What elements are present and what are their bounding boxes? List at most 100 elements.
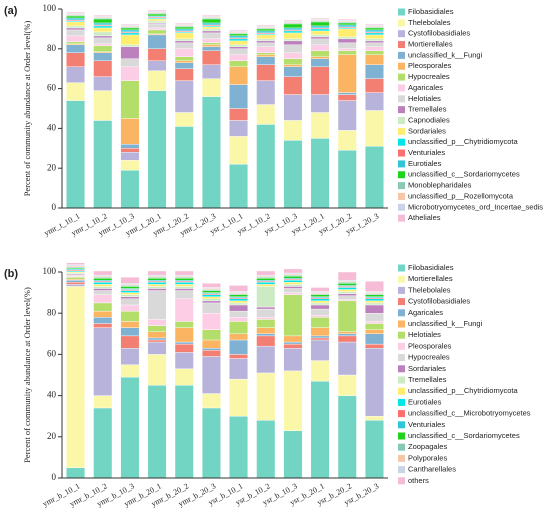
legend-swatch	[398, 331, 405, 339]
legend-swatch	[398, 387, 405, 395]
legend-label: Mortierellales	[408, 40, 453, 49]
bar-segment	[93, 27, 113, 33]
bar-segment	[310, 335, 330, 339]
bar-segment	[229, 38, 249, 42]
bar-segment	[337, 94, 357, 101]
bar-segment	[93, 327, 113, 396]
bar-segment	[337, 341, 357, 376]
bar-segment	[120, 304, 140, 312]
bar-segment	[147, 385, 167, 479]
bar-segment	[147, 18, 167, 22]
bar-segment	[201, 14, 221, 17]
bar-segment	[229, 333, 249, 341]
bar-segment	[310, 317, 330, 328]
bar-segment	[256, 64, 276, 81]
bar-segment	[120, 310, 140, 322]
bar-segment	[310, 66, 330, 95]
bar-segment	[201, 348, 221, 351]
bar-segment	[147, 341, 167, 355]
legend-label: Cystofilobasidiales	[408, 29, 470, 38]
bar-segment	[66, 25, 86, 29]
bar-segment	[229, 54, 249, 61]
bar-segment	[174, 40, 194, 44]
legend-swatch	[398, 320, 405, 328]
bar-segment	[364, 34, 384, 40]
bar-segment	[201, 339, 221, 349]
bar-segment	[229, 66, 249, 85]
bar-segment	[256, 52, 276, 55]
bar-segment	[66, 27, 86, 31]
bar-segment	[310, 44, 330, 51]
bar-segment	[229, 317, 249, 322]
bar-segment	[201, 38, 221, 44]
bar-segment	[337, 24, 357, 28]
bar-segment	[337, 374, 357, 396]
legend-label: Cantharellales	[408, 465, 456, 474]
bar-segment	[120, 294, 140, 297]
bar-segment	[201, 30, 221, 34]
legend-swatch	[398, 477, 405, 485]
legend-label: Helotiales	[408, 94, 441, 103]
bar-segment	[337, 333, 357, 337]
legend-swatch	[398, 182, 405, 190]
legend-swatch	[398, 214, 405, 222]
bar-segment	[201, 42, 221, 46]
bar-segment	[337, 300, 357, 332]
bar-segment	[66, 276, 86, 280]
bar-segment	[337, 18, 357, 21]
bar-segment	[174, 26, 194, 30]
bar-segment	[120, 32, 140, 36]
bar-segment	[93, 288, 113, 291]
bar-segment	[93, 60, 113, 77]
bar-segment	[147, 9, 167, 12]
legend-label: Filobasidiales	[408, 263, 454, 272]
bar-segment	[229, 354, 249, 359]
bar-segment	[147, 270, 167, 276]
bar-segment	[147, 34, 167, 49]
bar-segment	[174, 352, 194, 370]
bar-segment	[120, 80, 140, 119]
bar-segment	[337, 283, 357, 286]
y-tick-label: 0	[52, 472, 57, 482]
bar-segment	[201, 46, 221, 51]
bar-segment	[120, 376, 140, 479]
bar-segment	[93, 37, 113, 45]
bar-segment	[256, 306, 276, 310]
bar-segment	[93, 310, 113, 318]
bar-segment	[201, 350, 221, 357]
bar-segment	[120, 27, 140, 31]
bar-segment	[256, 40, 276, 44]
legend-label: Microbotryomycetes_ord_Incertae_sedis	[408, 202, 543, 211]
bar-segment	[93, 407, 113, 479]
bar-segment	[174, 62, 194, 69]
bar-segment	[337, 50, 357, 55]
bar-segment	[93, 22, 113, 26]
bar-segment	[256, 104, 276, 125]
bar-segment	[256, 319, 276, 328]
bar-segment	[229, 302, 249, 306]
bar-segment	[337, 291, 357, 294]
bar-segment	[256, 54, 276, 57]
bar-segment	[93, 76, 113, 91]
bar-segment	[337, 271, 357, 281]
bar-segment	[147, 339, 167, 343]
y-tick-label: 20	[47, 431, 57, 441]
bar-segment	[283, 341, 303, 345]
bar-segment	[256, 335, 276, 347]
bar-segment	[229, 108, 249, 121]
bar-segment	[66, 280, 86, 283]
bar-segment	[93, 395, 113, 409]
bar-segment	[283, 284, 303, 287]
bar-segment	[147, 48, 167, 61]
legend-swatch	[398, 298, 405, 306]
bar-segment	[229, 298, 249, 302]
bar-segment	[310, 300, 330, 304]
bar-segment	[310, 50, 330, 57]
bar-segment	[337, 48, 357, 51]
bar-segment	[256, 42, 276, 48]
bar-segment	[93, 45, 113, 52]
bar-segment	[147, 337, 167, 341]
legend-label: Helotiales	[408, 330, 441, 339]
bar-segment	[93, 270, 113, 276]
bar-segment	[174, 126, 194, 209]
